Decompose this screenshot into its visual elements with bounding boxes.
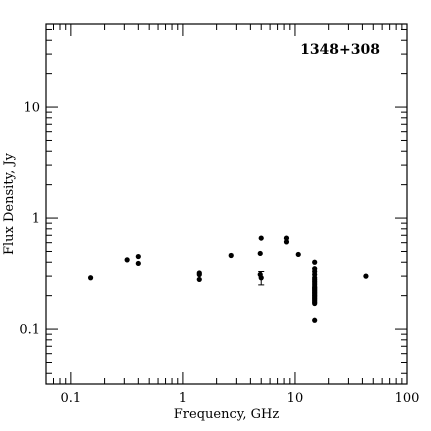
data-point — [257, 250, 263, 257]
data-points — [87, 235, 369, 323]
y-tick-label: 0.1 — [19, 323, 40, 338]
plot-frame — [45, 23, 408, 385]
data-point — [228, 252, 234, 259]
x-tick-label: 1 — [179, 391, 187, 406]
data-point — [283, 239, 290, 245]
data-point — [312, 259, 318, 265]
data-point — [124, 257, 130, 263]
data-point — [87, 275, 94, 281]
data-point — [196, 276, 202, 283]
data-point — [135, 260, 141, 267]
chart-title: 1348+308 — [300, 42, 380, 58]
axis-ticks — [45, 24, 408, 384]
data-point — [283, 235, 290, 241]
data-point — [312, 317, 318, 323]
data-point — [312, 300, 318, 307]
axis-tick-labels: 0.1 1 10 100 0.1 1 10 — [19, 101, 419, 406]
y-tick-label: 1 — [32, 212, 40, 227]
x-tick-label: 0.1 — [61, 391, 82, 406]
y-axis-label: Flux Density, Jy — [2, 152, 17, 255]
data-point — [363, 273, 369, 279]
data-point — [135, 253, 141, 260]
x-tick-label: 10 — [287, 391, 304, 406]
data-point — [258, 275, 264, 281]
x-tick-label: 100 — [395, 391, 420, 406]
data-point — [295, 251, 301, 258]
data-point — [258, 235, 264, 241]
x-axis-label: Frequency, GHz — [174, 407, 280, 422]
data-point — [196, 271, 202, 278]
y-tick-label: 10 — [23, 101, 40, 116]
